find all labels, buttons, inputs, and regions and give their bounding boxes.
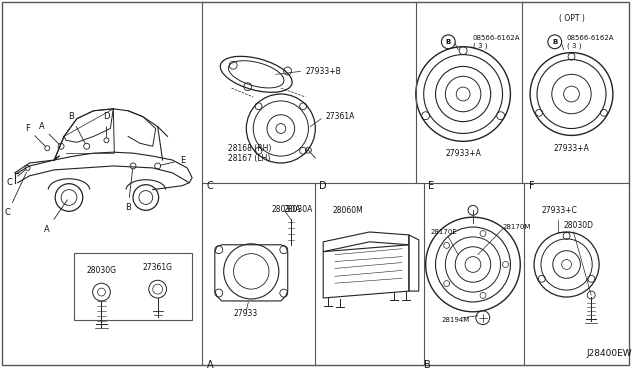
Text: F: F xyxy=(529,181,535,191)
Text: 27361A: 27361A xyxy=(325,112,355,121)
Text: 27933+B: 27933+B xyxy=(305,67,341,76)
Text: 28030A: 28030A xyxy=(284,205,314,214)
Text: B: B xyxy=(424,360,431,370)
Text: 27933: 27933 xyxy=(234,309,258,318)
Text: ( OPT ): ( OPT ) xyxy=(559,14,584,23)
Text: 27933+A: 27933+A xyxy=(554,144,589,153)
Bar xyxy=(74,253,192,320)
Text: B: B xyxy=(68,112,85,144)
Text: 08566-6162A: 08566-6162A xyxy=(473,35,520,41)
Text: 28167 (LH): 28167 (LH) xyxy=(228,154,271,163)
Text: ( 3 ): ( 3 ) xyxy=(566,42,581,49)
Text: 28168 (RH): 28168 (RH) xyxy=(228,144,271,153)
Text: 27933+C: 27933+C xyxy=(542,206,578,215)
Text: 08566-6162A: 08566-6162A xyxy=(566,35,614,41)
Text: F: F xyxy=(25,124,45,146)
Text: 27933+A: 27933+A xyxy=(445,149,481,158)
Text: 28194M: 28194M xyxy=(442,317,470,323)
Text: 27361G: 27361G xyxy=(143,263,173,272)
Text: B: B xyxy=(445,39,451,45)
Text: 28170E: 28170E xyxy=(431,229,458,235)
Text: 28030G: 28030G xyxy=(86,266,116,275)
Text: 28030D: 28030D xyxy=(564,221,594,230)
Text: A: A xyxy=(207,360,214,370)
Text: C: C xyxy=(5,172,26,217)
Text: 28060M: 28060M xyxy=(332,206,363,215)
Text: C: C xyxy=(7,170,26,187)
Text: B: B xyxy=(125,169,132,212)
Text: D: D xyxy=(319,181,327,191)
Text: ( 3 ): ( 3 ) xyxy=(473,42,488,49)
Text: J28400EW: J28400EW xyxy=(586,349,632,357)
Text: A: A xyxy=(44,200,67,234)
Text: C: C xyxy=(207,181,214,191)
Text: E: E xyxy=(161,155,185,165)
Text: E: E xyxy=(428,181,434,191)
Text: 28030A: 28030A xyxy=(271,205,301,214)
Text: 28170M: 28170M xyxy=(502,224,531,230)
Text: D: D xyxy=(103,112,109,138)
Text: B: B xyxy=(552,39,557,45)
Text: A: A xyxy=(38,122,59,144)
